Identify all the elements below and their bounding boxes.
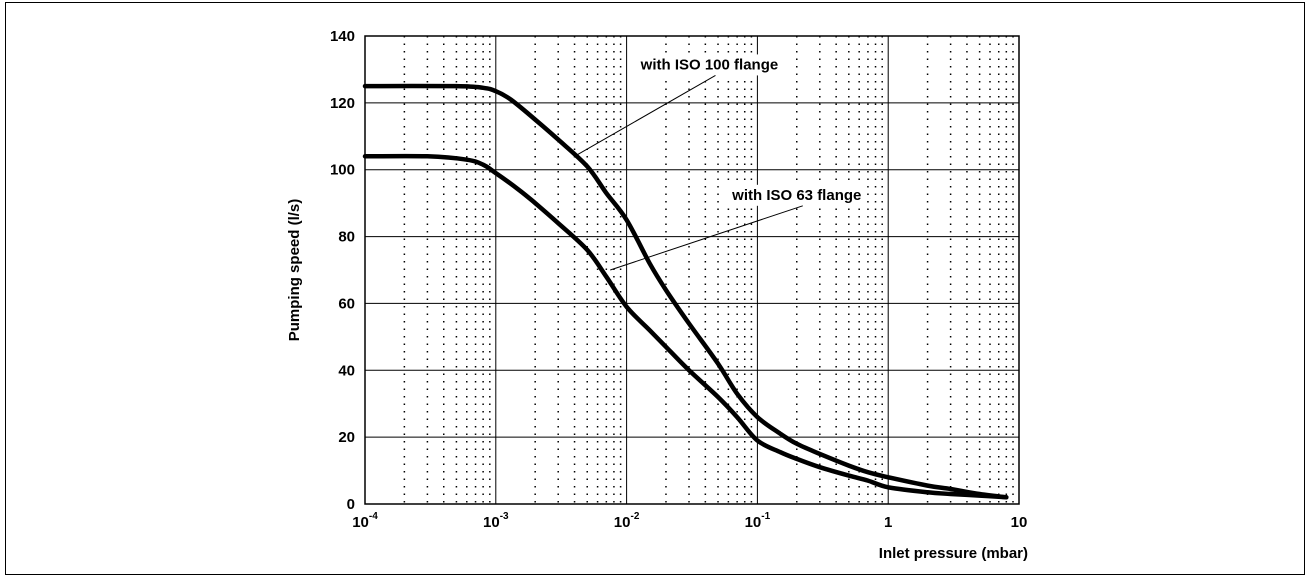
- x-tick-label: 10-3: [483, 511, 509, 531]
- y-tick-label: 120: [330, 95, 355, 112]
- pumping-speed-chart: with ISO 100 flange with ISO 63 flange 0 2…: [286, 28, 1028, 562]
- plot-border: [364, 35, 1020, 505]
- x-axis-label: Inlet pressure (mbar): [879, 545, 1028, 562]
- x-tick-label: 10: [1011, 514, 1028, 531]
- series-line-iso-100: [362, 83, 1009, 500]
- tick-label-layer: 0 20 40 60 80 100 120 140 10-4 10-3 10-2 10-1 1 10: [330, 28, 1027, 531]
- annotation-label: with ISO 100 flange: [640, 56, 779, 73]
- annotation-leader-line: [574, 74, 716, 157]
- grid-layer: [364, 35, 1020, 505]
- annotation-label: with ISO 63 flange: [731, 187, 861, 204]
- y-tick-label: 0: [347, 496, 355, 513]
- y-tick-label: 60: [338, 295, 355, 312]
- annotation-leader-line: [610, 205, 803, 271]
- y-tick-label: 40: [338, 362, 355, 379]
- y-tick-label: 20: [338, 429, 355, 446]
- y-axis-label: Pumping speed (l/s): [286, 199, 303, 342]
- series-line-iso-63: [362, 153, 1009, 500]
- annotation-layer: with ISO 100 flange with ISO 63 flange: [574, 54, 866, 271]
- x-tick-label: 1: [884, 514, 892, 531]
- y-tick-label: 100: [330, 162, 355, 179]
- figure-frame: with ISO 100 flange with ISO 63 flange 0 2…: [5, 2, 1305, 575]
- x-tick-label: 10-4: [352, 511, 378, 531]
- annotation-background: [635, 54, 783, 76]
- y-tick-label: 80: [338, 229, 355, 246]
- annotation-background: [727, 184, 866, 206]
- y-tick-label: 140: [330, 28, 355, 45]
- x-tick-label: 10-1: [745, 511, 771, 531]
- series-layer: [362, 83, 1009, 500]
- x-tick-label: 10-2: [614, 511, 640, 531]
